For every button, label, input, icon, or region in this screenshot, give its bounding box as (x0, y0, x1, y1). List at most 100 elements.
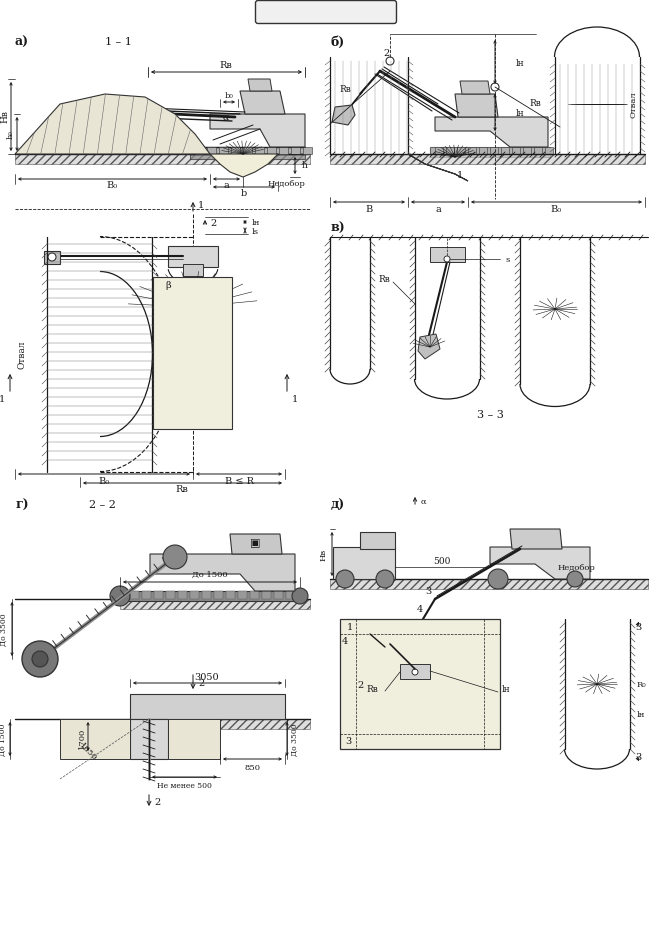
Text: 4: 4 (417, 605, 423, 614)
Polygon shape (435, 148, 443, 155)
Text: 2: 2 (357, 680, 363, 689)
Text: 2 – 2: 2 – 2 (89, 500, 115, 509)
Text: До 1500: До 1500 (0, 723, 7, 756)
Polygon shape (166, 591, 175, 600)
Polygon shape (545, 148, 553, 155)
Text: б): б) (331, 35, 345, 49)
Text: Недобор: Недобор (558, 564, 596, 571)
Text: R₀: R₀ (637, 681, 647, 688)
Text: Rв: Rв (378, 275, 390, 285)
Text: 500: 500 (434, 557, 451, 565)
Polygon shape (248, 80, 272, 92)
Polygon shape (418, 335, 440, 360)
Polygon shape (430, 248, 465, 263)
Text: lн: lн (252, 219, 260, 227)
Text: а): а) (15, 35, 29, 49)
Text: г): г) (15, 498, 29, 511)
Polygon shape (291, 148, 300, 155)
Bar (190, 148, 305, 160)
Text: 1 – 1: 1 – 1 (104, 37, 132, 47)
Text: a: a (223, 181, 229, 190)
Polygon shape (240, 92, 285, 115)
Circle shape (412, 669, 418, 675)
Polygon shape (267, 148, 276, 155)
Circle shape (444, 257, 450, 263)
Circle shape (491, 84, 499, 92)
Polygon shape (523, 148, 531, 155)
Text: b: b (241, 189, 247, 198)
Text: ▣: ▣ (250, 538, 260, 547)
Text: 3: 3 (425, 586, 431, 596)
Text: 1850: 1850 (78, 741, 98, 762)
Text: До 3500: До 3500 (291, 723, 299, 756)
Text: 2: 2 (210, 219, 216, 228)
Text: 3050: 3050 (195, 673, 219, 682)
Bar (100, 720, 310, 729)
Polygon shape (150, 554, 295, 591)
Polygon shape (154, 591, 163, 600)
Polygon shape (207, 148, 216, 155)
Text: 2: 2 (383, 50, 389, 58)
Polygon shape (490, 148, 498, 155)
Text: B₀: B₀ (98, 477, 110, 486)
Polygon shape (130, 694, 285, 720)
Circle shape (110, 586, 130, 606)
Polygon shape (153, 278, 232, 429)
Polygon shape (400, 664, 430, 680)
Polygon shape (190, 591, 199, 600)
Polygon shape (210, 115, 305, 148)
Polygon shape (332, 106, 355, 126)
Polygon shape (130, 591, 139, 600)
Text: Отвал: Отвал (630, 91, 638, 118)
Text: lн: lн (502, 684, 511, 694)
Text: lн: lн (516, 58, 524, 68)
Text: Отвал: Отвал (18, 341, 27, 368)
Text: Rв: Rв (175, 485, 188, 494)
Text: s: s (505, 256, 509, 264)
Text: 2: 2 (198, 679, 204, 687)
Bar (330, 155, 645, 165)
Text: α: α (223, 113, 230, 123)
Text: 1: 1 (292, 395, 298, 404)
Text: lн: lн (516, 109, 524, 117)
Polygon shape (238, 591, 247, 600)
Text: 4: 4 (342, 637, 348, 645)
Polygon shape (468, 148, 476, 155)
Polygon shape (168, 247, 218, 268)
Polygon shape (408, 155, 468, 182)
Text: Hв: Hв (1, 110, 10, 124)
Polygon shape (262, 591, 271, 600)
Polygon shape (457, 148, 465, 155)
Text: B ≤ R: B ≤ R (224, 477, 254, 486)
Text: remstroyinfo.ru: remstroyinfo.ru (277, 8, 375, 18)
Text: 2: 2 (154, 798, 160, 806)
Text: α: α (421, 498, 426, 506)
Circle shape (48, 254, 56, 262)
Text: Hв: Hв (320, 548, 328, 561)
Polygon shape (130, 720, 168, 759)
Polygon shape (435, 118, 548, 148)
Text: Не менее 500: Не менее 500 (156, 782, 211, 789)
Text: 1: 1 (0, 395, 5, 404)
Polygon shape (279, 148, 288, 155)
Polygon shape (226, 591, 235, 600)
Polygon shape (460, 82, 490, 95)
Text: 1: 1 (198, 201, 204, 210)
Circle shape (32, 651, 48, 667)
Polygon shape (274, 591, 283, 600)
Circle shape (488, 569, 508, 589)
Polygon shape (15, 95, 210, 155)
Text: Rв: Rв (220, 60, 232, 69)
Text: lн: lн (637, 710, 645, 718)
Circle shape (386, 58, 394, 66)
Text: h₀: h₀ (7, 130, 15, 139)
Text: Rв: Rв (366, 684, 378, 694)
Polygon shape (501, 148, 509, 155)
Polygon shape (455, 95, 498, 118)
Polygon shape (202, 591, 211, 600)
Polygon shape (360, 532, 395, 549)
Circle shape (567, 571, 583, 587)
Bar (330, 580, 648, 589)
Text: 1700: 1700 (78, 726, 86, 748)
Polygon shape (298, 591, 307, 600)
